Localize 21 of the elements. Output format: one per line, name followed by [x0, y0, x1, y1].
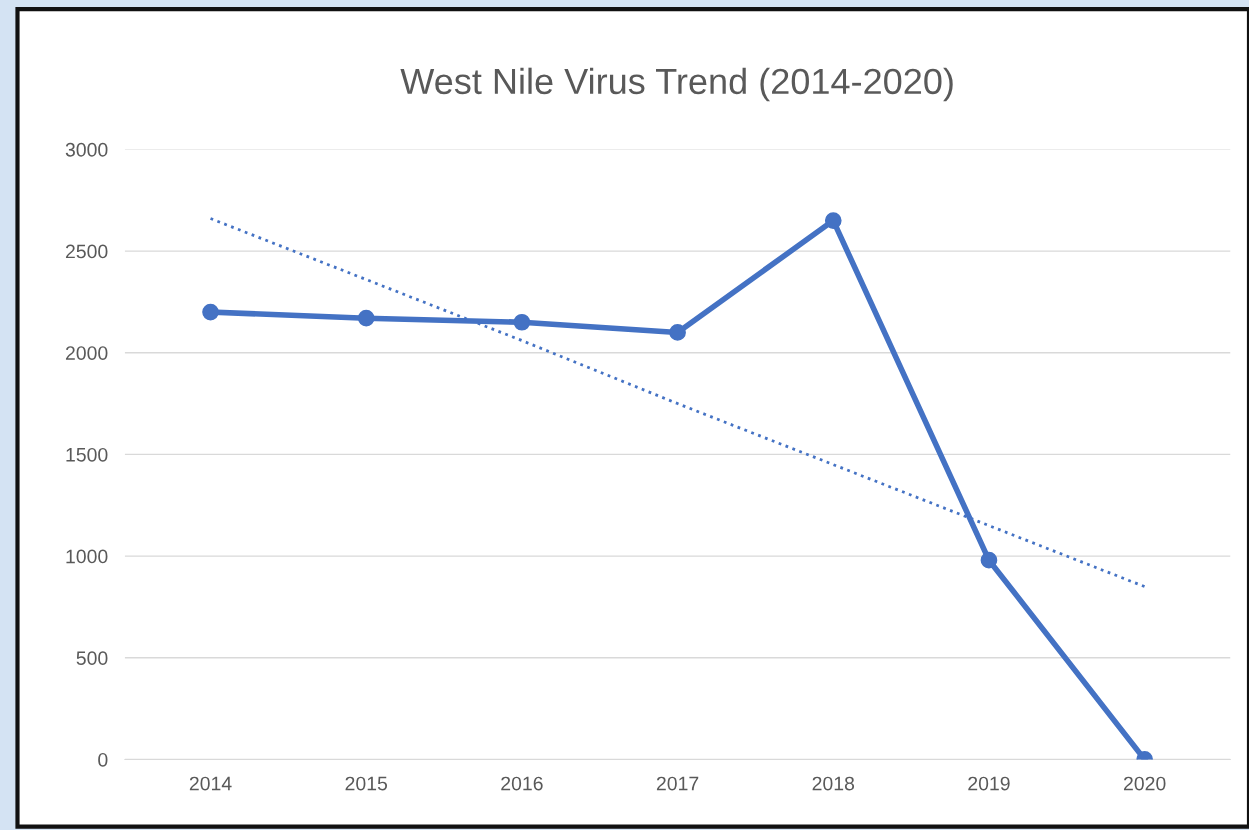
y-tick-label: 3000	[65, 142, 108, 157]
point	[824, 212, 842, 229]
x-tick-label: 2014	[189, 776, 232, 791]
point	[980, 551, 998, 569]
point	[513, 313, 531, 331]
point	[669, 324, 686, 341]
y-tick-label: 2000	[65, 346, 108, 360]
y-tick-label: 2500	[65, 244, 108, 259]
chart-title: West Nile Virus Trend (2014-2020)	[400, 67, 953, 102]
y-tick-label: 500	[76, 651, 108, 666]
y-tick-label: 1500	[66, 447, 108, 462]
x-tick-label: 2019	[968, 776, 1010, 791]
x-tick-label: 2017	[656, 776, 699, 791]
y-tick-label: 1000	[66, 549, 108, 564]
y-tick-label: 0	[98, 752, 108, 767]
x-tick-label: 2016	[501, 776, 543, 791]
x-tick-label: 2020	[1123, 776, 1166, 791]
x-tick-label: 2015	[345, 776, 388, 791]
point	[357, 309, 375, 327]
x-tick-label: 2018	[812, 776, 855, 791]
point	[202, 303, 219, 321]
